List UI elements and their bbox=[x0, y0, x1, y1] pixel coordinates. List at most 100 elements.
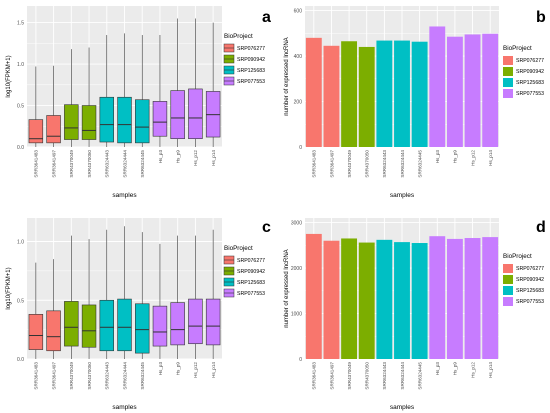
legend-label: SRP076277 bbox=[516, 58, 544, 64]
legend-label: SRP077553 bbox=[516, 299, 544, 305]
x-tick-label: SRR4370050 bbox=[87, 150, 92, 178]
panel-c: 0.0 0.5 1.0 SRR3641483 SRR3641497 SRR4370049 S… bbox=[6, 218, 271, 411]
box-Hs_p12 bbox=[188, 298, 203, 345]
legend-label: SRP090942 bbox=[237, 57, 265, 63]
box-Hs_p9 bbox=[170, 302, 185, 346]
x-tick-label: SRR6324445 bbox=[140, 362, 145, 390]
bar-SRR6324444 bbox=[394, 242, 410, 359]
x-tick-label: SRR3641483 bbox=[34, 362, 39, 390]
x-tick-label: SRR6324445 bbox=[417, 362, 422, 390]
panel-a: 0.0 0.5 1.0 1.5 SRR3641483 SRR3641497 SRR43700… bbox=[6, 6, 271, 199]
box-SRR6324445 bbox=[135, 303, 150, 354]
bar-Hs_p12 bbox=[464, 238, 481, 359]
x-tick-label: Hs_p14 bbox=[211, 362, 216, 378]
legend-label: SRP125683 bbox=[237, 280, 265, 286]
bar-SRR4370049 bbox=[341, 238, 358, 359]
box-SRR3641483 bbox=[28, 119, 44, 144]
y-tick-label: 0.0 bbox=[17, 145, 24, 151]
box-SRR3641497 bbox=[46, 310, 61, 352]
x-tick-label: Hs_p3 bbox=[158, 150, 163, 164]
legend-swatch-SRP076277 bbox=[503, 56, 513, 65]
x-tick-label: SRR6324443 bbox=[105, 150, 110, 178]
legend-label: SRP077553 bbox=[237, 291, 265, 297]
y-tick-label: 0.0 bbox=[17, 357, 24, 363]
box-SRR3641483 bbox=[28, 314, 44, 350]
y-tick-label: 1.0 bbox=[17, 240, 24, 246]
y-tick-label: 200 bbox=[294, 100, 303, 106]
legend-swatch-SRP125683 bbox=[503, 78, 513, 87]
box-Hs_p9 bbox=[170, 90, 185, 140]
x-tick-label: SRR3641497 bbox=[329, 150, 334, 178]
legend: BioProject SRP076277 SRP090942 SRP125683 SRP… bbox=[503, 45, 544, 98]
box-SRR6324443 bbox=[99, 96, 114, 143]
bar-SRR4370050 bbox=[358, 242, 375, 359]
legend: BioProject SRP076277 SRP090942 SRP125683 SRP… bbox=[503, 253, 544, 306]
x-tick-label: SRR3641497 bbox=[51, 362, 56, 390]
y-tick-label: 0 bbox=[299, 145, 302, 151]
bar-Hs_p3 bbox=[429, 26, 446, 147]
box-SRR6324444 bbox=[117, 96, 132, 144]
legend-swatch-SRP125683 bbox=[503, 286, 513, 295]
x-tick-label: SRR4370049 bbox=[347, 362, 352, 390]
bar-Hs_p3 bbox=[429, 236, 446, 359]
y-axis-title: log10(FPKM+1) bbox=[6, 267, 12, 309]
box-SRR4370049 bbox=[64, 301, 79, 347]
legend-label: SRP090942 bbox=[237, 269, 265, 275]
x-tick-label: Hs_p14 bbox=[211, 150, 216, 166]
y-tick-label: 1.0 bbox=[17, 62, 24, 68]
legend-label: SRP090942 bbox=[516, 69, 544, 75]
x-tick-label: Hs_p9 bbox=[175, 150, 180, 164]
x-tick-label: SRR6324444 bbox=[400, 150, 405, 178]
bar-SRR4370049 bbox=[341, 41, 358, 147]
legend-swatch-SRP090942 bbox=[503, 275, 513, 284]
bar-SRR6324444 bbox=[394, 40, 410, 147]
bar-SRR3641483 bbox=[305, 37, 322, 147]
panel-d: 0 1000 2000 3000 SRR3641483 SRR3641497 SRR4370… bbox=[284, 218, 546, 411]
x-tick-label: Hs_p3 bbox=[435, 362, 440, 376]
panel-letter: a bbox=[262, 9, 271, 26]
panel-b: 0 200 400 600 SRR3641483 SRR3641497 SRR4370049… bbox=[284, 6, 546, 199]
x-axis-title: samples bbox=[390, 192, 415, 199]
legend-label: SRP125683 bbox=[516, 288, 544, 294]
x-tick-label: Hs_p14 bbox=[488, 150, 493, 166]
bar-SRR4370050 bbox=[358, 46, 375, 147]
panel-letter: d bbox=[536, 219, 546, 236]
panel-letter: b bbox=[536, 9, 546, 26]
x-tick-label: SRR6324443 bbox=[382, 150, 387, 178]
x-tick-label: Hs_p12 bbox=[193, 150, 198, 166]
legend-label: SRP125683 bbox=[516, 80, 544, 86]
x-tick-label: Hs_p3 bbox=[435, 150, 440, 164]
bar-SRR3641483 bbox=[305, 233, 322, 359]
legend: BioProject SRP076277 SRP090942 SRP125683 SRP… bbox=[223, 245, 265, 298]
box-SRR4370050 bbox=[81, 304, 97, 348]
box-Hs_p14 bbox=[205, 298, 221, 346]
bar-Hs_p9 bbox=[446, 238, 463, 359]
legend-title: BioProject bbox=[503, 253, 532, 260]
x-tick-label: SRR6324443 bbox=[382, 362, 387, 390]
bar-SRR3641497 bbox=[323, 240, 340, 359]
bar-Hs_p12 bbox=[464, 34, 481, 148]
y-tick-label: 3000 bbox=[291, 221, 302, 227]
x-tick-label: Hs_p9 bbox=[453, 150, 458, 164]
y-axis-title: number of expressed lncRNA bbox=[284, 37, 290, 115]
legend-swatch-SRP090942 bbox=[503, 67, 513, 76]
box-SRR6324445 bbox=[135, 99, 150, 144]
legend-swatch-SRP077553 bbox=[503, 89, 513, 98]
x-tick-label: SRR4370050 bbox=[87, 362, 92, 390]
bar-SRR6324445 bbox=[411, 243, 428, 359]
bar-Hs_p14 bbox=[482, 33, 499, 147]
box-Hs_p3 bbox=[152, 101, 168, 137]
x-tick-label: SRR4370049 bbox=[69, 150, 74, 178]
box-SRR4370050 bbox=[81, 105, 97, 140]
box-SRR4370049 bbox=[64, 104, 79, 140]
x-tick-label: SRR3641483 bbox=[312, 362, 317, 390]
bar-SRR6324445 bbox=[411, 41, 428, 148]
x-tick-label: SRR6324443 bbox=[105, 362, 110, 390]
y-axis-title: log10(FPKM+1) bbox=[6, 55, 12, 97]
x-tick-label: Hs_p14 bbox=[488, 362, 493, 378]
legend-title: BioProject bbox=[224, 33, 253, 40]
x-tick-label: SRR3641483 bbox=[312, 150, 317, 178]
x-tick-label: SRR4370049 bbox=[347, 150, 352, 178]
x-tick-label: Hs_p12 bbox=[470, 150, 475, 166]
